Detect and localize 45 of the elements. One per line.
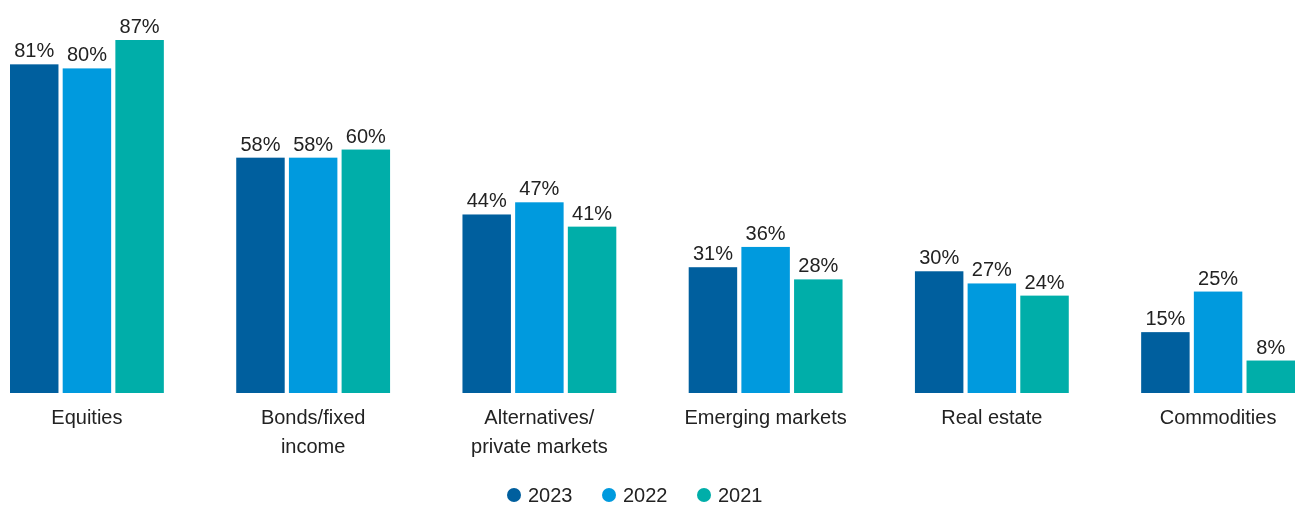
data-label: 58% [240,132,281,155]
data-label: 15% [1145,307,1186,330]
bar [236,157,285,393]
data-label: 60% [345,124,387,147]
data-label: 87% [119,15,160,37]
x-tick-label: Equities [51,406,123,428]
bar [967,283,1017,393]
data-label: 24% [1024,270,1065,293]
bar [10,64,59,393]
x-tick-label: Bonds/fixed income [260,406,366,457]
legend-label: 2023 [528,484,573,506]
data-label: 47% [519,177,560,200]
x-tick-label: Commodities [1159,406,1277,428]
data-label: 27% [971,258,1013,281]
bar [688,267,738,393]
bar [341,149,391,393]
bar [62,68,112,393]
data-label: 80% [66,43,108,66]
data-label: 44% [466,189,507,212]
bar [1020,295,1069,393]
bar [115,40,164,393]
bar [1193,291,1243,393]
bar [567,226,617,393]
data-label: 25% [1198,266,1239,289]
x-tick-label: Real estate [941,406,1043,428]
bar [1246,360,1295,393]
data-label: 41% [572,201,613,224]
data-label: 8% [1256,335,1286,358]
data-label: 28% [798,254,839,277]
x-tick-label: Alternatives/ private markets [471,406,608,457]
bar [1141,332,1190,393]
data-label: 81% [14,39,55,62]
data-label: 36% [745,221,786,244]
bar [794,279,843,393]
data-label: 30% [919,246,960,269]
bar [515,202,564,393]
bar [462,214,511,393]
bar [288,157,338,393]
data-label: 58% [293,132,334,155]
bar [914,271,964,393]
legend-label: 2022 [623,484,668,506]
data-label: 31% [692,242,734,265]
x-tick-label: Emerging markets [684,406,847,428]
bar [741,246,790,393]
legend-label: 2021 [718,484,763,506]
